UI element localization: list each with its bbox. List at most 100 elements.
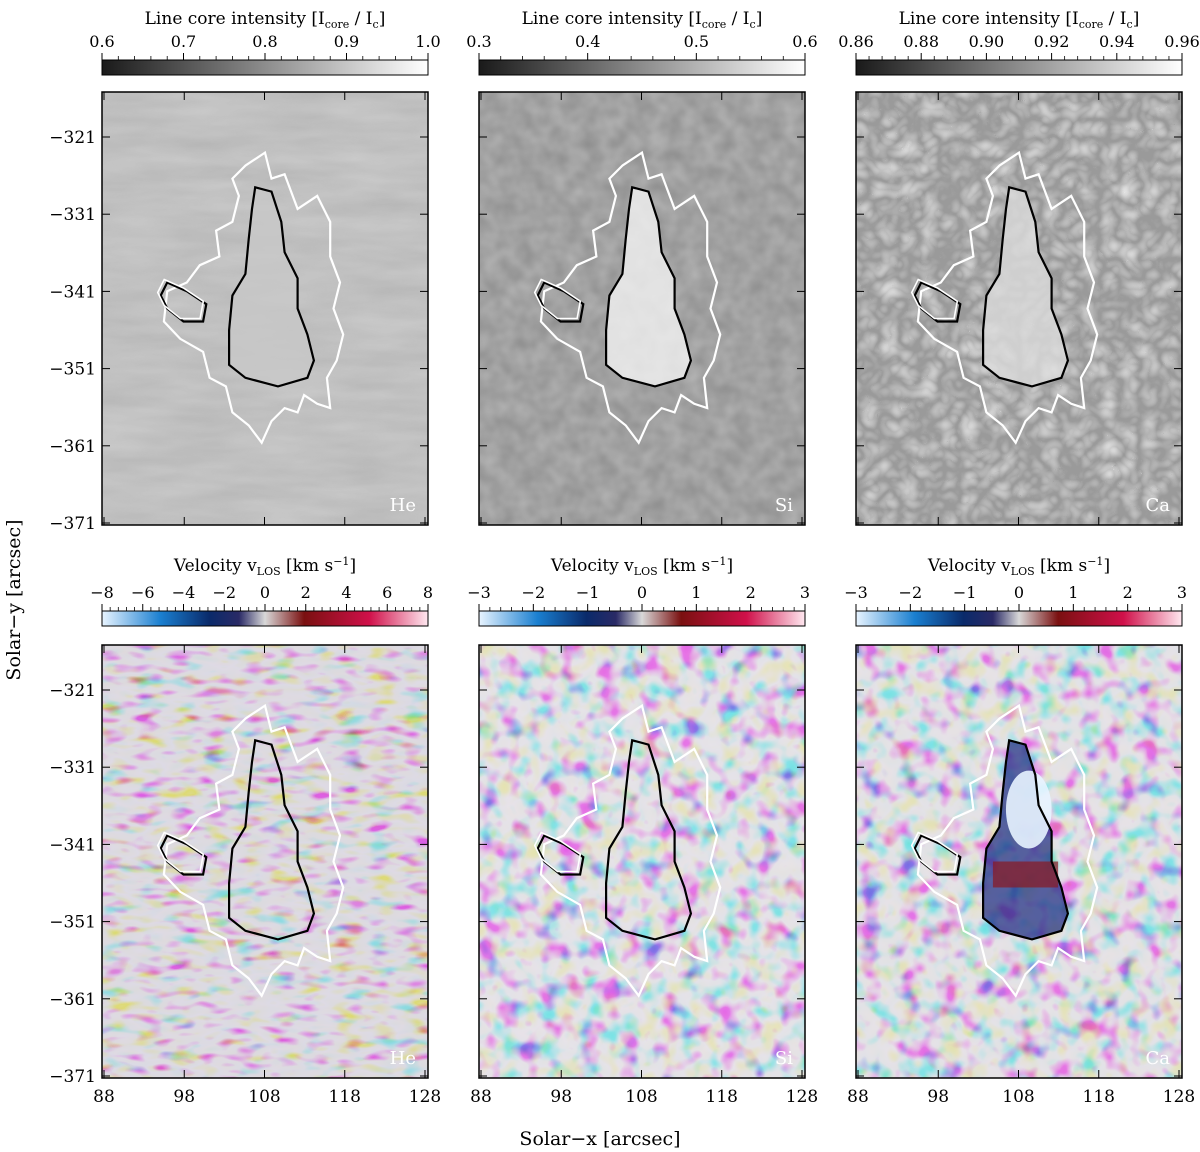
colorbar-tick-label: 0.90 [969,32,1005,51]
x-tick-label: 88 [93,1087,115,1107]
x-tick-label: 98 [173,1087,195,1107]
panel-label: Ca [1145,495,1170,516]
colorbar-tick-label: 1 [1068,583,1078,602]
colorbar-tick-label: −3 [844,583,868,602]
umbra-fill [229,187,314,387]
pore-outer-contour [156,831,205,873]
colorbar-tick-label: 0.94 [1099,32,1135,51]
pore-contour [536,281,585,323]
umbra-contour [604,738,693,941]
colorbar-title-part: ] [379,9,386,29]
colorbar [855,610,1183,627]
pore-contour [913,281,962,323]
colorbar-tick-label: −4 [172,583,196,602]
x-tick-label: 98 [927,1087,949,1107]
colorbar-title-part: c [1127,18,1133,31]
colorbar-title-part: c [750,18,756,31]
y-tick-label: −321 [49,681,96,701]
colorbar-tick-label: 0.86 [838,32,874,51]
colorbar-title-part: ] [1133,9,1140,29]
colorbar-title-part: ] [726,556,733,576]
y-tick-label: −371 [49,514,96,534]
y-tick-label: −321 [49,128,96,148]
colorbar-tick-label: 0 [1014,583,1024,602]
colorbar-tick-label: 4 [341,583,351,602]
umbra-contour [604,185,693,388]
colorbar-tick-label: −3 [467,583,491,602]
colorbar-title: Line core intensity [Icore / Ic] [522,9,763,31]
colorbar-tick-label: 0.5 [684,32,709,51]
panel-velocity-he: 88 98 108 118 128 −321 −331 −341 −351 −361 −371 He −… [49,555,441,1107]
colorbar-tick-label: 8 [423,583,433,602]
colorbar-title-part: ] [1103,556,1110,576]
colorbar-tick-label: 0.9 [334,32,359,51]
penumbra-contour [162,703,345,998]
x-tick-label: 108 [625,1087,657,1107]
colorbar-title: Velocity vLOS [km s−1] [550,555,733,578]
penumbra-contour [162,150,345,445]
panel-velocity-si: 88 98 108 118 128 Si −3 −2 −1 0 1 2 3 Velocity vLOS [… [467,555,818,1107]
x-tick-label: 98 [550,1087,572,1107]
y-tick-label: −361 [49,437,96,457]
panel-velocity-ca: 88 98 108 118 128 Ca −3 −2 −1 0 1 2 3 Velocity vLOS [… [844,555,1195,1107]
colorbar-title-part: core [325,18,350,31]
pore-contour [913,834,962,876]
y-tick-label: −371 [49,1067,96,1087]
colorbar-tick-label: 2 [1123,583,1133,602]
colorbar-tick-label: 0.6 [89,32,114,51]
colorbar-tick-label: 2 [301,583,311,602]
x-axis-label: Solar−x [arcsec] [519,1128,680,1150]
map-texture [102,645,428,1078]
penumbra-contour [916,150,1099,445]
panel-intensity-ca: Ca 0.86 0.88 0.90 0.92 0.94 0.96 Line core inte… [838,9,1200,526]
x-tick-label: 128 [786,1087,818,1107]
colorbar-tick-label: −8 [90,583,114,602]
colorbar-title-part: / I [1103,9,1126,29]
pore-outer-contour [533,278,582,320]
downflow-patch [992,861,1059,888]
umbra-contour [228,738,316,941]
colorbar-title-part: ] [349,556,356,576]
colorbar-tick-label: −2 [899,583,923,602]
colorbar-title-part: / I [726,9,749,29]
colorbar-tick-label: −2 [212,583,236,602]
colorbar-title-part: −1 [1087,555,1103,568]
umbra-contour [228,185,316,388]
colorbar-tick-label: 1.0 [415,32,440,51]
colorbar-tick-label: −1 [576,583,600,602]
colorbar-tick-label: 3 [800,583,810,602]
colorbar-title-part: [km s [281,556,334,576]
colorbar-tick-label: 0.6 [792,32,817,51]
colorbar-tick-label: 0.92 [1034,32,1070,51]
panel-label: Si [775,1048,793,1069]
pore-contour [536,834,585,876]
colorbar-tick-label: 6 [382,583,392,602]
colorbar [101,610,429,627]
umbra-fill [606,187,691,387]
penumbra-contour [916,703,1099,998]
umbra-fill [983,187,1068,387]
map-texture [479,645,805,1078]
colorbar-title: Line core intensity [Icore / Ic] [899,9,1140,31]
colorbar-tick-label: 3 [1177,583,1187,602]
colorbar-title-part: / I [349,9,372,29]
colorbar-title-part: LOS [634,565,658,578]
colorbar-tick-label: 0 [637,583,647,602]
umbra-contour [981,738,1070,941]
colorbar-tick-label: 0.88 [903,32,939,51]
colorbar-title-part: ] [756,9,763,29]
x-tick-label: 118 [1083,1087,1115,1107]
colorbar-tick-label: −6 [131,583,155,602]
colorbar [101,59,429,76]
x-tick-label: 108 [248,1087,280,1107]
panel-label: He [390,495,416,516]
colorbar [855,59,1183,76]
x-tick-label: 108 [1002,1087,1034,1107]
pore-outer-contour [910,831,959,873]
colorbar-title-part: −1 [710,555,726,568]
panel-label: Si [775,495,793,516]
colorbar-title-part: Velocity v [927,556,1011,576]
colorbar-tick-label: −2 [522,583,546,602]
colorbar [478,59,806,76]
